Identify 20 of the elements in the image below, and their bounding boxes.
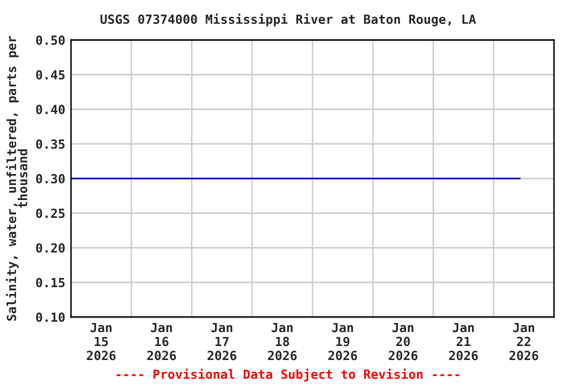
y-tick-label: 0.25 <box>36 208 65 218</box>
y-tick-label: 0.15 <box>36 278 65 288</box>
y-tick-label: 0.35 <box>36 139 65 149</box>
y-tick-label: 0.50 <box>36 35 65 45</box>
y-tick-label: 0.10 <box>36 312 65 322</box>
x-tick-label: Jan 17 2026 <box>208 322 236 360</box>
x-tick-label: Jan 21 2026 <box>449 322 478 360</box>
x-tick-label: Jan 19 2026 <box>328 322 358 360</box>
chart-title: USGS 07374000 Mississippi River at Baton Rouge, LA <box>100 14 476 26</box>
x-tick-label: Jan 16 2026 <box>147 322 176 360</box>
x-tick-label: Jan 18 2026 <box>268 322 297 360</box>
y-tick-label: 0.40 <box>36 104 65 114</box>
y-axis-title: Salinity, water, unfiltered, parts per thousand <box>6 36 28 321</box>
x-tick-label: Jan 22 2026 <box>509 322 538 360</box>
x-tick-label: Jan 20 2026 <box>388 322 418 360</box>
y-tick-label: 0.20 <box>36 243 65 253</box>
y-tick-label: 0.45 <box>36 70 65 80</box>
text: ---- Provisional Data Subject to Revision ---- <box>116 368 460 382</box>
x-tick-label: Jan 15 2026 <box>86 322 116 360</box>
y-tick-label: 0.30 <box>36 174 65 184</box>
